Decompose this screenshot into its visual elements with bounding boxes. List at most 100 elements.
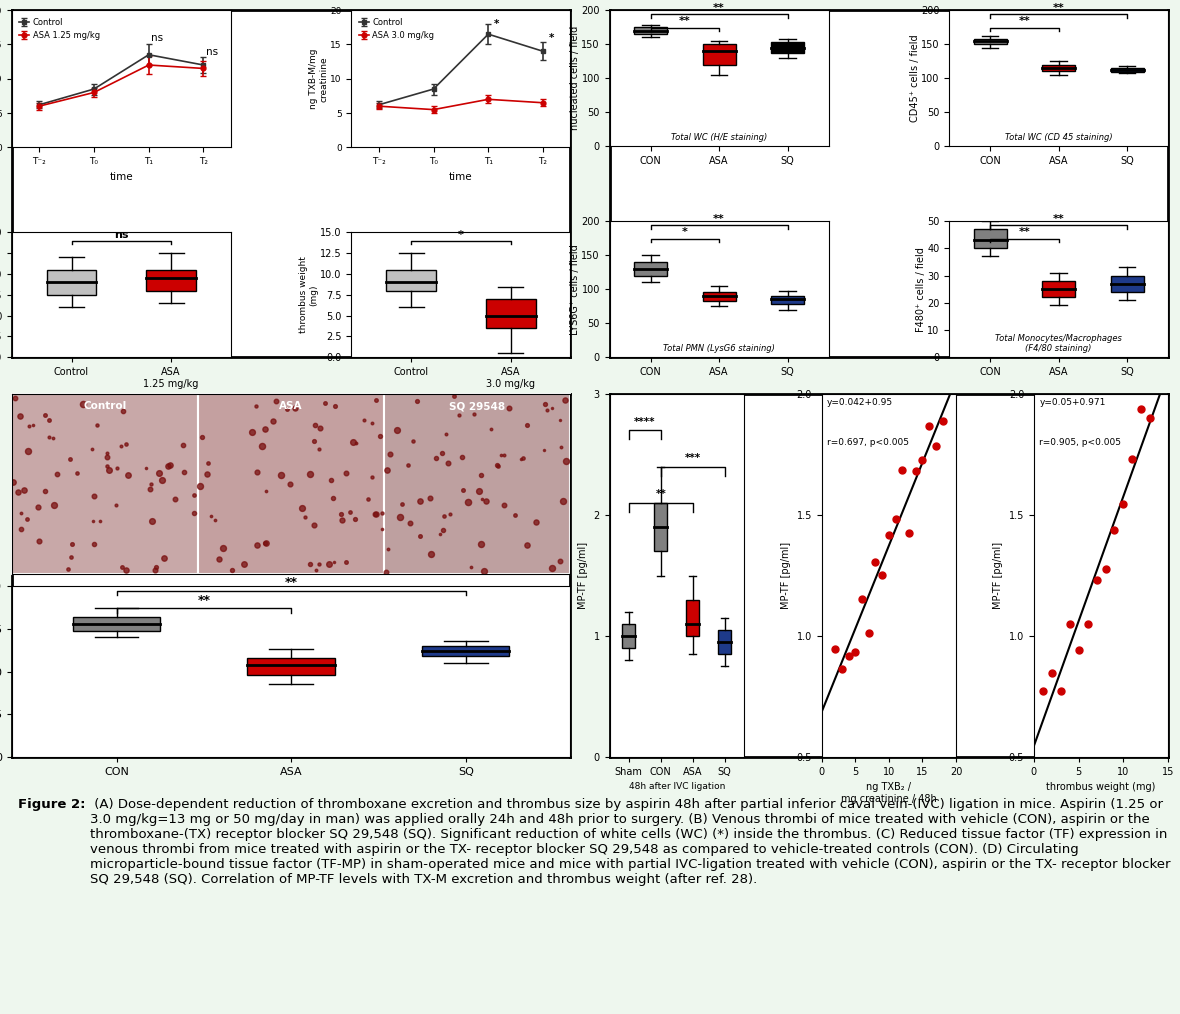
FancyBboxPatch shape (47, 270, 97, 295)
Text: ****: **** (634, 417, 655, 427)
Text: B: B (621, 20, 644, 50)
Text: *: * (549, 33, 553, 43)
Bar (12, 394, 198, 574)
FancyBboxPatch shape (386, 270, 437, 291)
Text: **: ** (1053, 3, 1064, 13)
Point (873, 567, 892, 583)
X-axis label: thrombus weight (mg): thrombus weight (mg) (1047, 783, 1155, 793)
FancyBboxPatch shape (686, 600, 700, 636)
Point (1096, 562, 1115, 578)
Text: *: * (493, 19, 499, 29)
Text: A: A (22, 20, 46, 50)
X-axis label: time: time (450, 171, 473, 182)
FancyBboxPatch shape (146, 270, 196, 291)
Text: Total Monocytes/Macrophages
(F4/80 staining): Total Monocytes/Macrophages (F4/80 stain… (995, 334, 1122, 353)
Legend: Control, ASA 1.25 mg/kg: Control, ASA 1.25 mg/kg (17, 14, 103, 44)
Point (933, 413, 952, 429)
Text: D: D (621, 405, 645, 434)
X-axis label: 48h after IVC ligation: 48h after IVC ligation (629, 783, 725, 792)
Point (1123, 450, 1142, 466)
FancyBboxPatch shape (771, 296, 804, 304)
Text: y=0.042+0.95: y=0.042+0.95 (827, 397, 893, 407)
Y-axis label: ng TXB-M/mg
creatinine: ng TXB-M/mg creatinine (309, 49, 329, 108)
FancyBboxPatch shape (974, 229, 1007, 248)
Y-axis label: CD45⁺ cells / field: CD45⁺ cells / field (910, 34, 919, 122)
Text: ns: ns (206, 47, 218, 57)
Text: **: ** (1053, 214, 1064, 224)
Point (839, 648, 858, 664)
Point (1051, 683, 1070, 700)
Point (853, 591, 872, 607)
Text: Control: Control (84, 402, 126, 412)
Text: **: ** (678, 16, 690, 26)
Text: *): P < 0.01; ns: not significant: *): P < 0.01; ns: not significant (22, 340, 162, 349)
Text: **: ** (284, 576, 297, 589)
FancyBboxPatch shape (771, 43, 804, 53)
Text: r=0.697, p<0.005: r=0.697, p<0.005 (827, 438, 909, 446)
FancyBboxPatch shape (1042, 281, 1075, 297)
Point (826, 641, 845, 657)
Text: **: ** (197, 593, 210, 606)
Point (886, 511, 905, 527)
Text: ns: ns (114, 229, 129, 239)
FancyBboxPatch shape (974, 39, 1007, 45)
Point (1061, 617, 1080, 633)
Point (1042, 665, 1061, 681)
FancyBboxPatch shape (702, 45, 735, 65)
Bar (385, 394, 570, 574)
Text: SQ 29548: SQ 29548 (450, 402, 505, 412)
Y-axis label: F480⁺ cells / field: F480⁺ cells / field (916, 246, 925, 332)
FancyBboxPatch shape (634, 27, 667, 33)
Text: C: C (22, 405, 45, 434)
Point (1114, 496, 1133, 512)
Point (846, 644, 865, 660)
Y-axis label: nucleated cells / field: nucleated cells / field (570, 26, 579, 131)
Text: ns: ns (151, 33, 164, 43)
Point (1034, 682, 1053, 699)
Text: *: * (458, 229, 464, 239)
Y-axis label: LYS6G⁺ cells / field: LYS6G⁺ cells / field (570, 243, 579, 335)
Point (1104, 522, 1123, 538)
Point (1141, 410, 1160, 426)
Point (1132, 401, 1150, 417)
FancyBboxPatch shape (634, 262, 667, 276)
Text: **: ** (1018, 227, 1030, 237)
Y-axis label: MP-TF [pg/ml]: MP-TF [pg/ml] (994, 542, 1003, 609)
Text: *: * (682, 227, 688, 237)
Text: **: ** (713, 3, 725, 13)
Text: ***: *** (684, 453, 701, 463)
Bar (198, 394, 385, 574)
Point (1087, 572, 1106, 588)
FancyBboxPatch shape (702, 292, 735, 301)
Point (879, 526, 898, 542)
Text: **: ** (1018, 16, 1030, 26)
FancyBboxPatch shape (654, 503, 668, 552)
X-axis label: time: time (110, 171, 133, 182)
FancyBboxPatch shape (1110, 68, 1143, 72)
Y-axis label: MP-TF [pg/ml]: MP-TF [pg/ml] (578, 542, 588, 609)
FancyBboxPatch shape (73, 617, 160, 631)
Point (859, 626, 878, 642)
Y-axis label: MP-TF [pg/ml]: MP-TF [pg/ml] (781, 542, 791, 609)
Text: y=0.05+0.971: y=0.05+0.971 (1040, 397, 1106, 407)
Point (913, 452, 932, 468)
Text: **: ** (655, 490, 666, 499)
Point (1069, 642, 1088, 658)
Point (906, 463, 925, 480)
Legend: Control, ASA 3.0 mg/kg: Control, ASA 3.0 mg/kg (355, 14, 438, 44)
FancyBboxPatch shape (248, 658, 335, 675)
FancyBboxPatch shape (422, 646, 510, 656)
Text: Total WC (CD 45 staining): Total WC (CD 45 staining) (1005, 133, 1113, 142)
Point (832, 661, 851, 677)
Y-axis label: thrombus weight
(mg): thrombus weight (mg) (300, 257, 319, 334)
X-axis label: ng TXB₂ /
mg creatinine / 48h: ng TXB₂ / mg creatinine / 48h (841, 783, 937, 804)
Point (893, 461, 912, 478)
FancyBboxPatch shape (486, 299, 536, 329)
FancyBboxPatch shape (1110, 276, 1143, 292)
Point (1079, 617, 1097, 633)
FancyBboxPatch shape (1042, 65, 1075, 71)
Text: r=0.905, p<0.005: r=0.905, p<0.005 (1040, 438, 1121, 446)
Point (926, 438, 945, 454)
FancyBboxPatch shape (622, 624, 636, 648)
FancyBboxPatch shape (717, 630, 732, 654)
